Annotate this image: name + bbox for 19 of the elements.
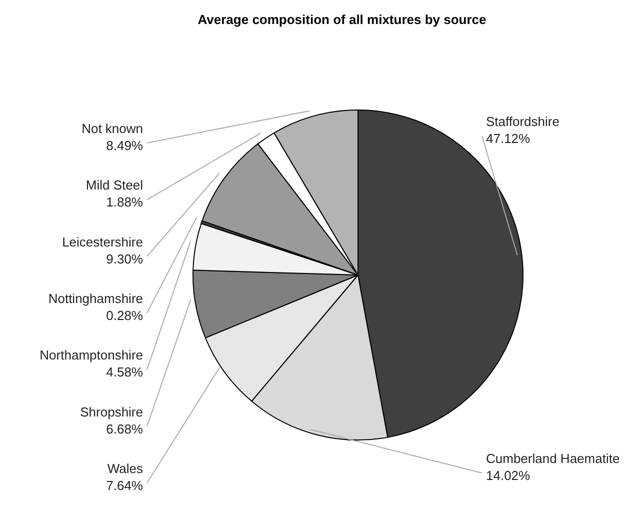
data-label: 9.30% <box>106 251 144 266</box>
data-label: 7.64% <box>106 478 144 493</box>
slice-label: Not known <box>82 121 143 136</box>
slice-label: Nottinghamshire <box>48 291 143 306</box>
data-label: 4.58% <box>106 364 144 380</box>
data-label: 1.88% <box>106 194 144 210</box>
data-label: 0.28% <box>106 308 144 323</box>
slice-label: Shropshire <box>80 404 143 420</box>
slice-label: Staffordshire <box>486 114 560 129</box>
data-label: 47.12% <box>486 131 531 146</box>
slice-label: Northamptonshire <box>40 348 143 363</box>
data-label: 8.49% <box>106 138 144 153</box>
slice-label: Wales <box>107 461 144 476</box>
slice-label: Mild Steel <box>86 178 144 193</box>
data-label: 14.02% <box>486 468 531 483</box>
slice-label: Cumberland Haematite <box>486 451 620 466</box>
data-label: 6.68% <box>106 421 144 436</box>
chart-title: Average composition of all mixtures by source <box>196 11 488 29</box>
slice-label: Leicestershire <box>62 234 143 250</box>
